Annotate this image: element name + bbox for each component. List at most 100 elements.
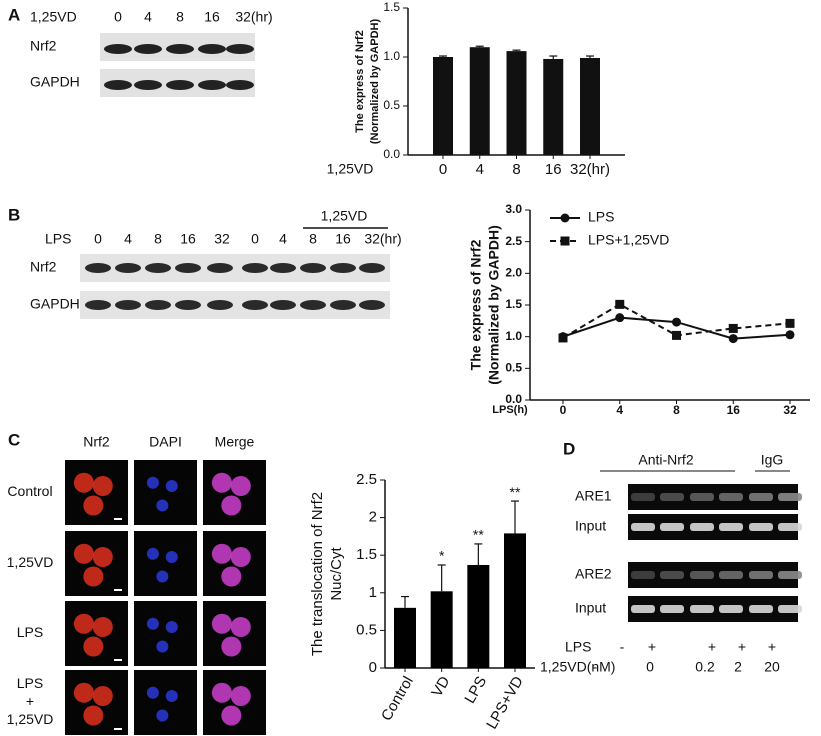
- blot-band: [104, 44, 132, 54]
- lane-label: 32(hr): [364, 231, 401, 247]
- legend-marker: [560, 213, 570, 223]
- error-bar: [475, 45, 484, 48]
- condition-label: LPS: [565, 639, 591, 655]
- condition-value: -: [593, 659, 598, 675]
- condition-value: +: [708, 639, 716, 655]
- row-label: GAPDH: [30, 74, 80, 90]
- error-bar: [474, 543, 483, 565]
- x-tick-label: 0: [439, 161, 447, 178]
- condition-value: +: [648, 639, 656, 655]
- x-tick-label: 4: [616, 403, 623, 417]
- marker: [558, 333, 568, 343]
- y-tick-label: 0.5: [356, 621, 377, 638]
- blot-band: [330, 263, 356, 273]
- gel-band: [749, 523, 773, 531]
- lane-label: 0: [94, 231, 102, 247]
- marker: [615, 313, 625, 323]
- blot-band: [226, 80, 254, 90]
- gel-band: [719, 571, 743, 579]
- x-tick-label: 32: [783, 403, 797, 417]
- x-axis-label: 1,25VD: [327, 161, 374, 177]
- x-tick-label: VD: [428, 673, 453, 700]
- gel-band: [778, 571, 802, 579]
- gel-band: [631, 605, 655, 613]
- cell: [165, 621, 178, 633]
- treatment-label: 1,25VD: [30, 9, 77, 25]
- blot-band: [330, 300, 356, 310]
- cell: [83, 495, 104, 516]
- condition-value: 2: [734, 659, 742, 675]
- panel-letter: A: [8, 5, 20, 24]
- significance: **: [473, 527, 484, 543]
- x-tick-label: 8: [673, 403, 680, 417]
- y-tick-label: 1.5: [383, 0, 400, 14]
- cell: [165, 480, 178, 492]
- blot-band: [175, 263, 201, 273]
- gel-band: [749, 605, 773, 613]
- lane-label: 32(hr): [235, 9, 272, 25]
- micrograph: [134, 460, 197, 525]
- lane-label: 4: [124, 231, 132, 247]
- x-tick-label: 8: [512, 161, 520, 178]
- row-label: ARE2: [575, 566, 612, 582]
- gel-band: [631, 493, 655, 501]
- gel-band: [749, 571, 773, 579]
- error-bar: [549, 55, 558, 59]
- treatment-label: LPS: [45, 231, 71, 247]
- y-tick-label: 1.0: [383, 49, 400, 63]
- column-label: Nrf2: [83, 434, 110, 450]
- row-label: Input: [575, 518, 606, 534]
- x-tick-label: 16: [545, 161, 562, 178]
- y-tick-label: 1: [369, 584, 377, 601]
- cell: [221, 636, 242, 657]
- blot-band: [145, 300, 171, 310]
- y-axis-label: (Normalized by GAPDH): [369, 19, 381, 145]
- bar: [543, 58, 564, 155]
- gel-band: [778, 605, 802, 613]
- cell: [146, 476, 159, 489]
- y-tick-label: 1.5: [505, 297, 522, 311]
- legend-marker: [560, 236, 570, 246]
- error-bar: [401, 595, 409, 608]
- row-label: 1,25VD: [7, 554, 54, 570]
- cell: [83, 566, 104, 587]
- gel-band: [631, 571, 655, 579]
- blot-band: [359, 300, 385, 310]
- bar: [469, 47, 490, 156]
- gel-band: [778, 523, 802, 531]
- cell: [211, 543, 232, 564]
- y-axis-label: The express of Nrf2: [354, 30, 366, 133]
- y-axis-label: Nuc/Cyt: [328, 546, 345, 600]
- cell: [92, 686, 113, 706]
- marker: [615, 299, 625, 309]
- cell: [165, 690, 178, 702]
- lane-label: 16: [204, 9, 220, 25]
- blot-band: [359, 263, 385, 273]
- gel-band: [719, 605, 743, 613]
- x-axis-label: LPS(h): [492, 404, 528, 416]
- condition-label: 1,25VD(nM): [540, 659, 615, 675]
- y-tick-label: 0.5: [505, 361, 522, 375]
- condition-value: 0: [646, 659, 654, 675]
- bar: [394, 607, 416, 668]
- marker: [785, 330, 795, 340]
- cell: [211, 682, 232, 703]
- lane-label: 16: [335, 231, 351, 247]
- y-tick-label: 2.5: [505, 234, 522, 248]
- condition-value: +: [768, 639, 776, 655]
- lane-label: 4: [144, 9, 152, 25]
- blot-band: [300, 263, 326, 273]
- blot-band: [134, 80, 162, 90]
- cell: [221, 705, 242, 726]
- blot-band: [198, 44, 226, 54]
- error-bar: [511, 500, 519, 534]
- lane-label: 8: [154, 231, 162, 247]
- gel-band: [690, 571, 714, 579]
- marker: [672, 317, 681, 327]
- cell: [92, 617, 113, 637]
- y-tick-label: 2.5: [356, 471, 377, 488]
- blot-band: [300, 300, 326, 310]
- blot-band: [242, 263, 268, 273]
- cell: [73, 682, 94, 703]
